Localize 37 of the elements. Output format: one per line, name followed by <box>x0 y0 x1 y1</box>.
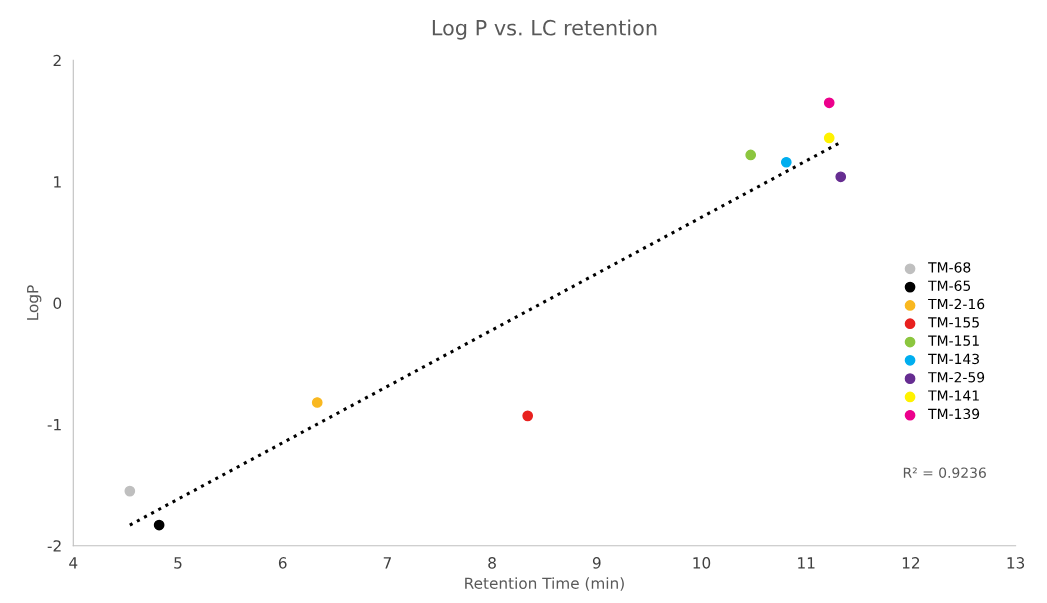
x-axis-title: Retention Time (min) <box>465 577 624 591</box>
legend-label: TM-155 <box>928 317 979 328</box>
x-tick-label: 10 <box>693 557 711 569</box>
y-tick-label: 2 <box>53 54 61 67</box>
y-tick-label: 0 <box>53 297 62 310</box>
y-axis-title: LogP <box>27 285 42 320</box>
x-tick-label: 4 <box>69 557 78 569</box>
legend-label: TM-68 <box>928 262 971 273</box>
x-tick-label: 8 <box>488 557 496 569</box>
x-tick-label: 13 <box>1007 557 1025 569</box>
point <box>835 171 847 183</box>
point <box>823 97 835 109</box>
legend-label: TM-65 <box>928 280 971 291</box>
x-tick-label: 12 <box>902 557 920 569</box>
legend-label: TM-151 <box>928 335 979 346</box>
chart-title: Log P vs. LC retention <box>432 19 657 40</box>
point <box>745 149 757 161</box>
legend-label: TM-139 <box>928 408 980 420</box>
point <box>823 132 835 144</box>
y-tick-label: -1 <box>47 419 61 431</box>
x-tick-label: 7 <box>383 557 391 569</box>
point <box>780 156 792 168</box>
y-tick-label: 1 <box>54 176 61 188</box>
legend-label: TM-2-59 <box>928 371 985 383</box>
annotation: R² = 0.9236 <box>903 467 986 478</box>
x-tick-label: 11 <box>798 557 815 569</box>
x-tick-label: 9 <box>592 557 601 569</box>
y-tick-label: -2 <box>47 540 61 552</box>
legend-label: TM-141 <box>928 390 979 401</box>
point <box>153 519 165 531</box>
x-tick-label: 5 <box>174 557 182 569</box>
point <box>522 410 534 422</box>
x-tick-label: 6 <box>278 557 287 569</box>
point <box>311 397 323 408</box>
legend-label: TM-2-16 <box>928 298 985 310</box>
point <box>124 485 136 497</box>
legend-label: TM-143 <box>928 353 979 365</box>
